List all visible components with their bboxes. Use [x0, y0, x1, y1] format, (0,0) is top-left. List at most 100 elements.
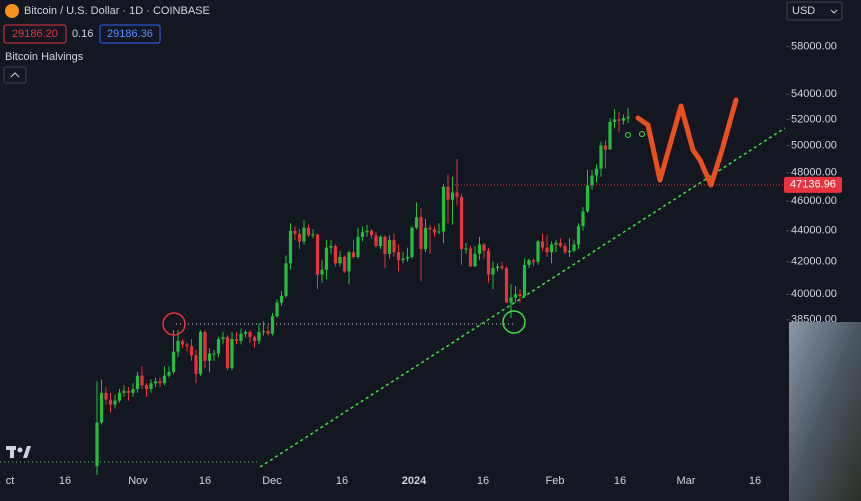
- candle-body: [513, 294, 518, 298]
- candle-body: [459, 196, 464, 250]
- candle-body: [599, 145, 603, 169]
- candle-body: [311, 234, 315, 236]
- y-tick-label: 58000.00: [791, 41, 837, 53]
- x-tick-label: Nov: [128, 475, 148, 487]
- candle-body: [446, 186, 450, 200]
- candle-body: [126, 390, 131, 393]
- candle-body: [338, 256, 342, 264]
- candle-body: [351, 252, 356, 257]
- candle-body: [509, 297, 513, 303]
- candle-body: [144, 385, 149, 390]
- marker-circle: [502, 310, 526, 334]
- btc-icon: [5, 4, 19, 18]
- candle-body: [378, 236, 383, 247]
- candle-body: [225, 337, 230, 369]
- candle-body: [185, 344, 189, 347]
- candle-body: [342, 256, 347, 272]
- candle-body: [554, 242, 558, 245]
- ask-box[interactable]: [99, 24, 161, 44]
- candle-body: [491, 268, 495, 275]
- y-tick-label: 44000.00: [791, 225, 837, 237]
- candle-body: [590, 175, 594, 186]
- candle-body: [437, 231, 441, 233]
- candle-body: [374, 235, 378, 247]
- candle-body: [482, 244, 486, 251]
- candles: [95, 107, 630, 475]
- candle-body: [293, 230, 297, 234]
- x-tick-label: ct: [6, 475, 15, 487]
- candle-body: [212, 353, 216, 355]
- candle-body: [572, 244, 576, 251]
- candle-body: [153, 381, 158, 384]
- candle-body: [248, 331, 252, 338]
- candle-body: [527, 260, 531, 265]
- webcam-overlay: [789, 322, 861, 501]
- candle-body: [216, 339, 221, 354]
- chevron: [830, 9, 838, 14]
- candle-body: [261, 331, 266, 333]
- marker-dot: [639, 131, 645, 137]
- y-tick-label: 50000.00: [791, 139, 837, 151]
- currency-dropdown[interactable]: [786, 1, 843, 21]
- candle-body: [419, 217, 423, 250]
- candle-body: [365, 230, 369, 233]
- candle-body: [387, 239, 392, 254]
- candle-body: [567, 250, 572, 253]
- candle-body: [612, 119, 617, 122]
- candle-body: [423, 227, 428, 250]
- projection-drawing: [635, 97, 739, 188]
- candle-body: [131, 389, 135, 393]
- x-tick-label: 16: [59, 475, 71, 487]
- candle-body: [113, 400, 117, 405]
- candle-body: [522, 264, 527, 296]
- candle-body: [207, 353, 212, 361]
- candle-body: [171, 351, 176, 372]
- candle-body: [428, 227, 432, 230]
- candle-body: [302, 227, 306, 242]
- candle-body: [243, 331, 248, 334]
- candle-body: [410, 227, 414, 257]
- marker-dot: [625, 132, 631, 138]
- candle-body: [108, 399, 113, 405]
- candle-body: [468, 248, 473, 267]
- x-tick-label: 16: [199, 475, 211, 487]
- candle-body: [441, 186, 446, 232]
- y-tick-label: 46000.00: [791, 195, 837, 207]
- candle-body: [117, 392, 122, 401]
- candle-body: [234, 339, 239, 341]
- candle-body: [536, 241, 540, 262]
- candle-body: [396, 252, 401, 261]
- y-tick-label: 48000.00: [791, 167, 837, 179]
- candle-body: [549, 244, 554, 253]
- candle-body: [504, 268, 509, 303]
- candle-body: [369, 230, 374, 236]
- candle-body: [450, 192, 455, 200]
- x-tick-label: 16: [336, 475, 348, 487]
- candle-body: [414, 217, 419, 228]
- bid-box[interactable]: [3, 24, 67, 44]
- candle-body: [626, 116, 630, 119]
- candle-body: [585, 185, 590, 212]
- price-label: 47136.96: [790, 179, 836, 191]
- x-tick-label: Feb: [546, 475, 565, 487]
- candle-body: [189, 346, 194, 356]
- candle-body: [383, 236, 387, 254]
- candle-body: [608, 121, 612, 150]
- tv-logo: [6, 446, 31, 458]
- collapse-button[interactable]: [3, 66, 27, 84]
- candle-body: [401, 258, 405, 261]
- candle-body: [221, 337, 225, 340]
- x-tick-label: 16: [477, 475, 489, 487]
- candle-body: [315, 234, 320, 275]
- candle-body: [617, 119, 621, 121]
- candle-body: [477, 244, 482, 254]
- y-tick-label: 52000.00: [791, 113, 837, 125]
- x-tick-label: 2024: [402, 475, 427, 487]
- candle-body: [347, 252, 351, 272]
- candle-body: [230, 339, 234, 369]
- candle-body: [297, 233, 302, 242]
- currency: USD: [792, 5, 815, 17]
- x-tick-label: 16: [614, 475, 626, 487]
- candle-body: [176, 340, 180, 352]
- candle-body: [545, 247, 549, 253]
